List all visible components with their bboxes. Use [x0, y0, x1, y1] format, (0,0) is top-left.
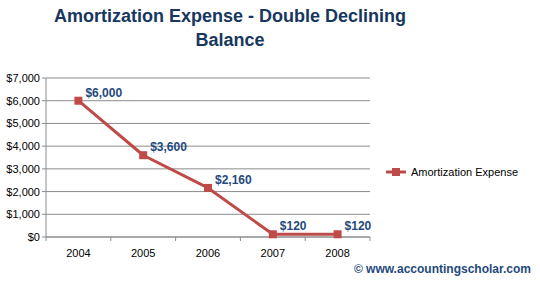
x-tick: [240, 237, 241, 241]
x-tick: [110, 237, 111, 241]
x-tick: [46, 237, 47, 241]
y-tick-label: $2,000: [6, 186, 40, 198]
marker: [204, 184, 212, 192]
y-tick: [42, 146, 46, 147]
data-label: $6,000: [85, 86, 122, 100]
x-axis: [46, 237, 370, 238]
marker: [74, 97, 82, 105]
grid-line: [46, 78, 370, 79]
data-label: $120: [345, 219, 372, 233]
data-label: $2,160: [215, 173, 252, 187]
legend-label: Amortization Expense: [411, 166, 518, 178]
x-tick-label: 2004: [66, 247, 90, 259]
y-tick-label: $7,000: [6, 72, 40, 84]
y-tick: [42, 214, 46, 215]
y-tick: [42, 237, 46, 238]
x-tick-label: 2007: [261, 247, 285, 259]
legend-marker: [392, 168, 400, 176]
x-tick: [370, 237, 371, 241]
marker: [269, 230, 277, 238]
x-tick: [175, 237, 176, 241]
y-tick: [42, 168, 46, 169]
series-group: [74, 97, 341, 239]
y-tick-label: $1,000: [6, 208, 40, 220]
grid-line: [46, 168, 370, 169]
y-tick: [42, 191, 46, 192]
marker: [334, 230, 342, 238]
grid-line: [46, 214, 370, 215]
grid-line: [46, 100, 370, 101]
y-tick-label: $3,000: [6, 163, 40, 175]
series-line: [78, 101, 337, 235]
x-tick: [305, 237, 306, 241]
y-axis: [46, 78, 47, 237]
grid-line: [46, 123, 370, 124]
y-tick-label: $4,000: [6, 140, 40, 152]
y-tick: [42, 123, 46, 124]
y-tick: [42, 100, 46, 101]
grid-line: [46, 146, 370, 147]
y-tick-label: $6,000: [6, 95, 40, 107]
data-label: $3,600: [150, 140, 187, 154]
y-tick-label: $0: [28, 231, 40, 243]
x-tick-label: 2005: [131, 247, 155, 259]
title: Amortization Expense - Double Declining …: [40, 4, 420, 52]
x-tick-label: 2006: [196, 247, 220, 259]
x-tick-label: 2008: [325, 247, 349, 259]
data-label: $120: [280, 219, 307, 233]
annotation: © www.accountingscholar.com: [354, 262, 531, 276]
marker: [139, 151, 147, 159]
grid-line: [46, 237, 370, 238]
y-tick: [42, 78, 46, 79]
y-tick-label: $5,000: [6, 117, 40, 129]
chart: $0 $1,000 $2,000 $3,000 $4,000 $5,000 $6,000 $7…: [0, 0, 540, 281]
